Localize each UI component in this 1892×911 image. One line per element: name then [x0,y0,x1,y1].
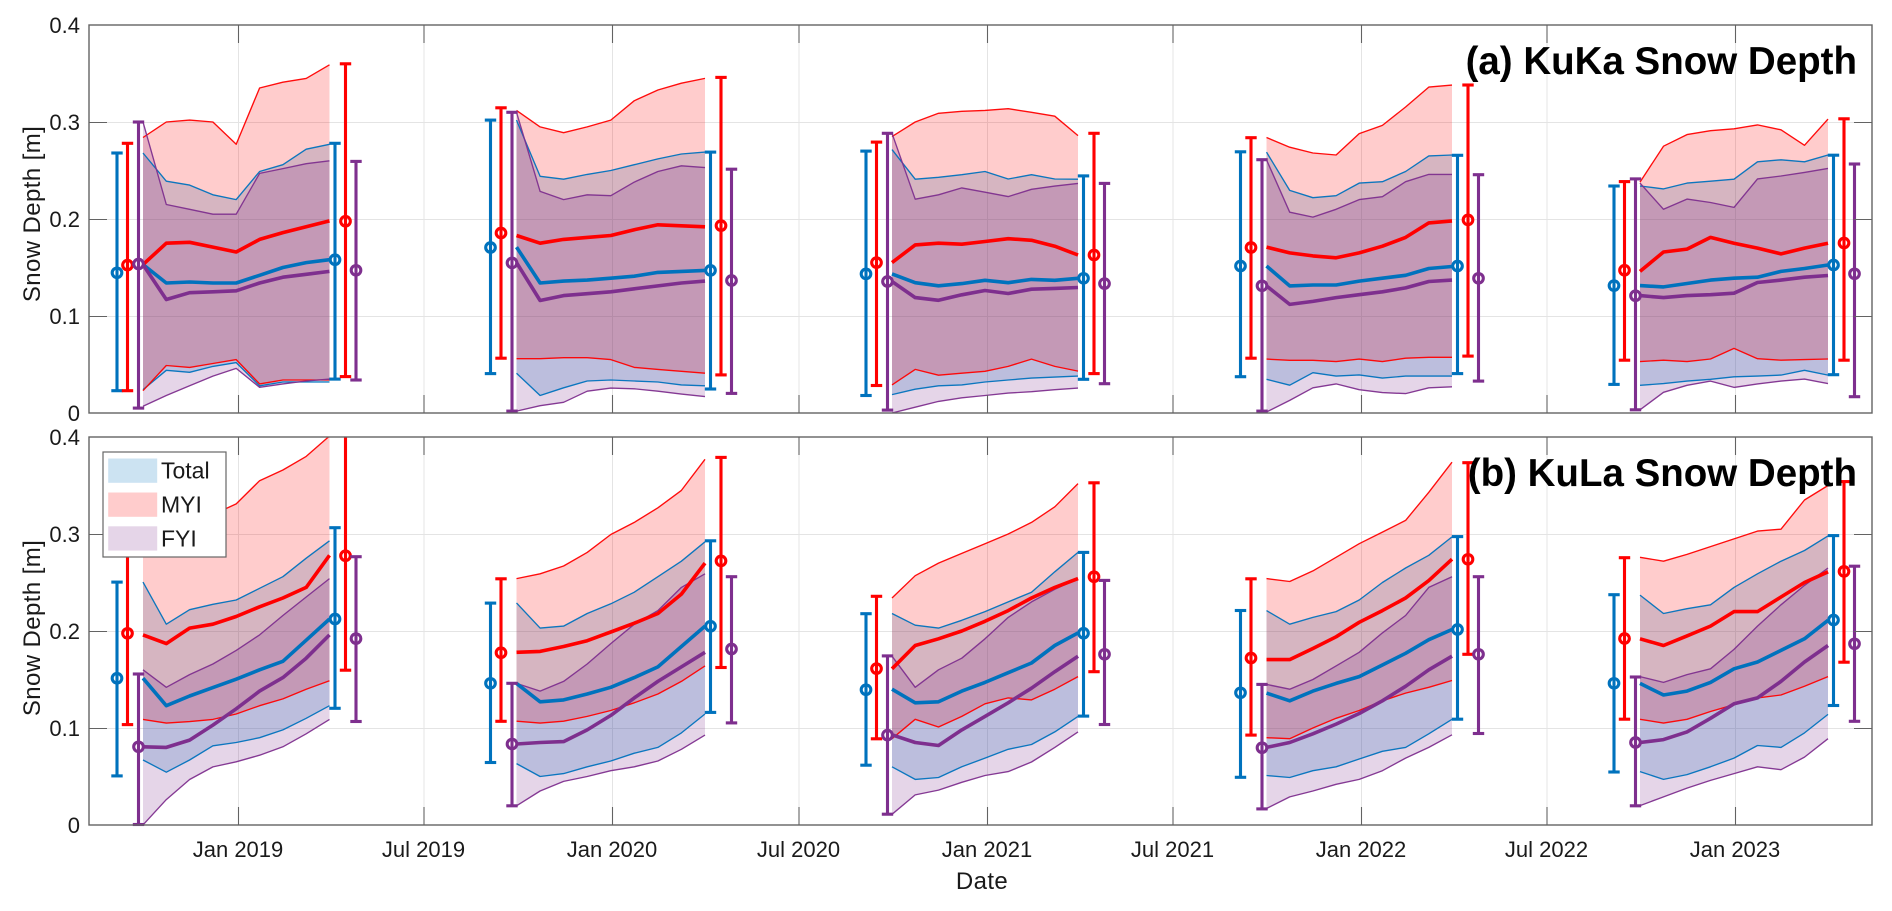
svg-text:Total: Total [161,458,210,484]
svg-text:Jan 2019: Jan 2019 [193,837,284,862]
svg-text:0.2: 0.2 [49,207,80,232]
svg-text:MYI: MYI [161,492,202,518]
svg-text:(b) KuLa Snow Depth: (b) KuLa Snow Depth [1468,452,1857,495]
svg-text:Snow Depth [m]: Snow Depth [m] [19,540,46,716]
svg-text:(a) KuKa Snow Depth: (a) KuKa Snow Depth [1466,40,1857,83]
svg-text:FYI: FYI [161,526,197,552]
svg-text:Jul 2021: Jul 2021 [1131,837,1214,862]
svg-text:Date: Date [956,868,1008,895]
svg-text:Jan 2023: Jan 2023 [1690,837,1781,862]
svg-text:0.3: 0.3 [49,110,80,135]
svg-text:Jan 2022: Jan 2022 [1316,837,1407,862]
svg-text:Jan 2020: Jan 2020 [567,837,658,862]
svg-text:Jul 2020: Jul 2020 [757,837,840,862]
svg-text:0: 0 [68,813,80,838]
svg-text:0.1: 0.1 [49,304,80,329]
svg-text:0.1: 0.1 [49,716,80,741]
svg-text:Jul 2022: Jul 2022 [1505,837,1588,862]
svg-text:Snow Depth [m]: Snow Depth [m] [19,126,46,302]
svg-text:0.4: 0.4 [49,13,80,38]
svg-text:0.4: 0.4 [49,425,80,450]
svg-text:0.3: 0.3 [49,522,80,547]
svg-text:Jan 2021: Jan 2021 [942,837,1033,862]
svg-text:Jul 2019: Jul 2019 [382,837,465,862]
svg-text:0: 0 [68,401,80,426]
svg-text:0.2: 0.2 [49,619,80,644]
